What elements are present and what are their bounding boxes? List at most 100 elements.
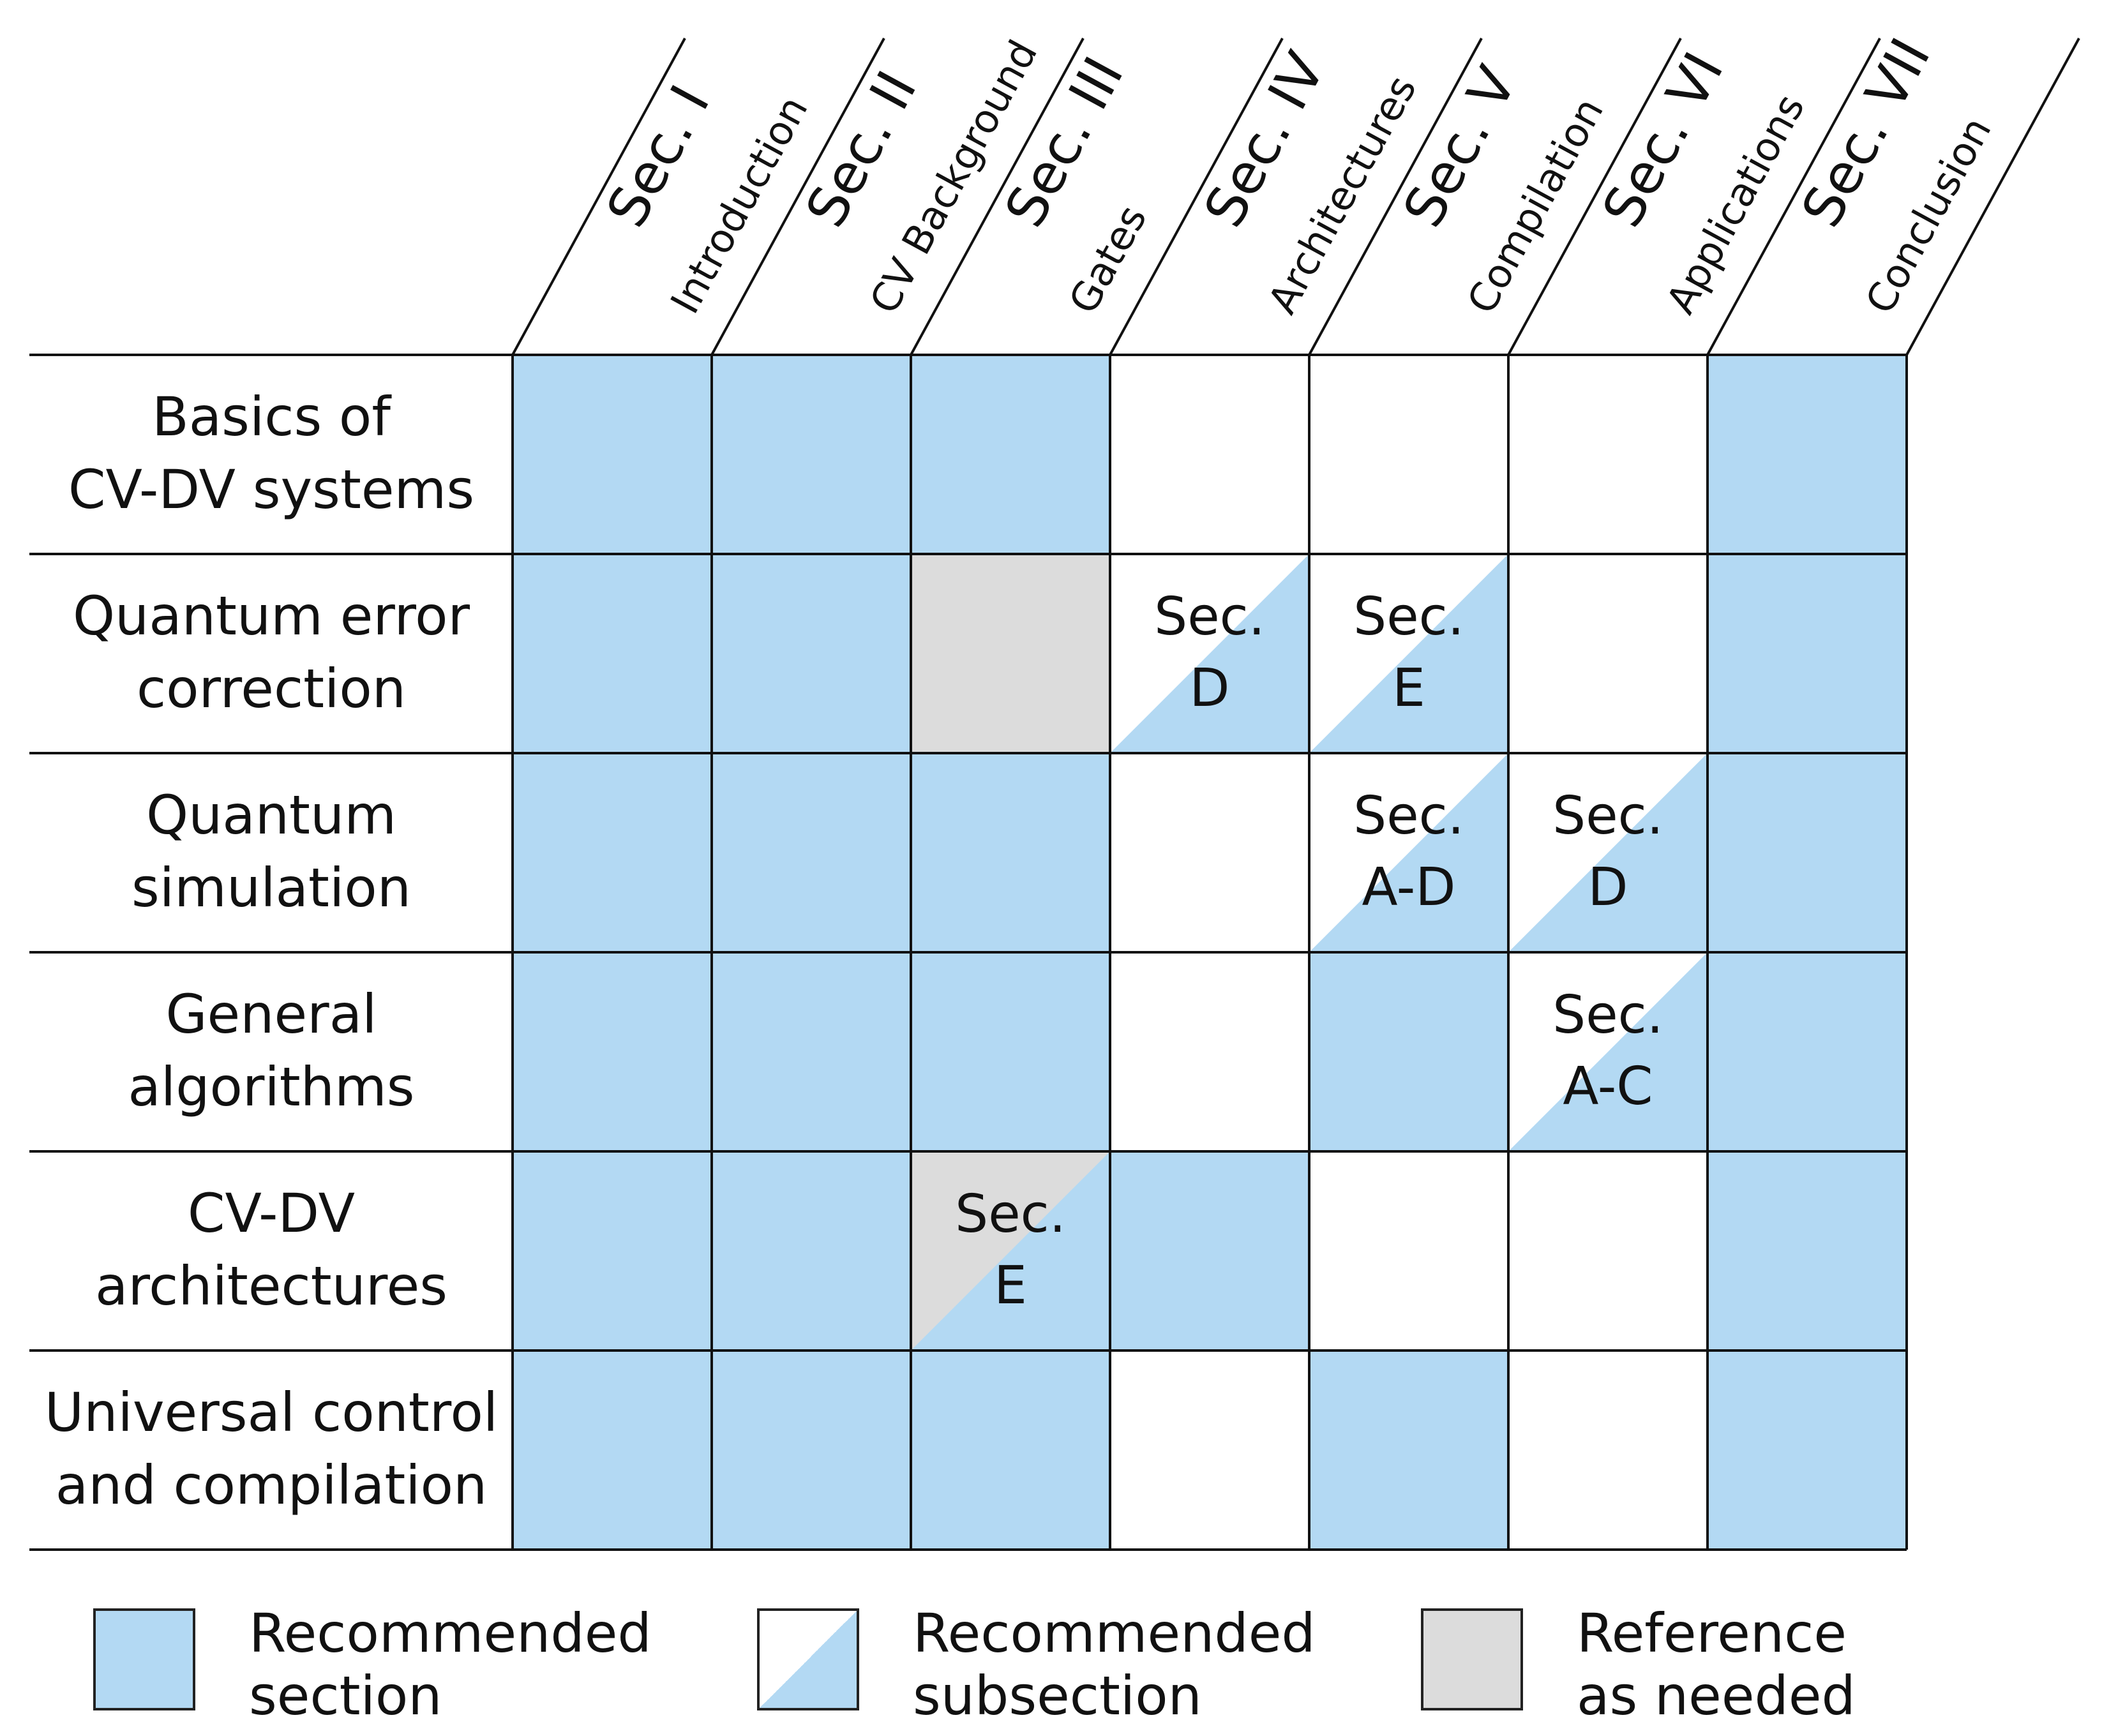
cell-none (1110, 753, 1309, 952)
cell-subsection-label: E (994, 1255, 1027, 1316)
cell-subsection-label: Sec. (1154, 587, 1265, 647)
cell-recommended (1708, 952, 1907, 1151)
legend-swatch-subsection (757, 1608, 859, 1710)
cell-subsection-label: D (1588, 857, 1628, 918)
cell-recommended (712, 355, 911, 554)
row-label-line: CV-DV (188, 1182, 355, 1245)
cell-recommended (712, 554, 911, 753)
cell-recommended (513, 1151, 712, 1351)
row-label-line: Quantum error (73, 585, 470, 647)
row-label: General algorithms (128, 983, 414, 1118)
cell-subsection-label: Sec. (1353, 786, 1464, 846)
legend-label-line: subsection (913, 1665, 1202, 1727)
legend-label-reference-as-needed: Reference as needed (1577, 1602, 2023, 1727)
row-labels: Basics of CV-DV systems Quantum error corre… (45, 385, 498, 1516)
cell-subsection-label: A-C (1563, 1056, 1653, 1117)
legend-label-line: as needed (1577, 1665, 1856, 1727)
cell-recommended (513, 753, 712, 952)
cell-recommended (513, 355, 712, 554)
legend-swatch-recommended (93, 1608, 195, 1710)
cell-subsection-label: Sec. (1552, 786, 1663, 846)
cell-recommended (513, 1351, 712, 1550)
cell-subsection-label: Sec. (1552, 985, 1663, 1045)
cell-recommended (712, 952, 911, 1151)
cell-reference (911, 554, 1110, 753)
row-label-line: Basics of (152, 385, 392, 448)
cell-subsection-label: Sec. (955, 1184, 1066, 1245)
legend-label-recommended-section: Recommended section (249, 1602, 696, 1727)
row-label-line: and compilation (56, 1454, 488, 1516)
cell-none (1508, 1151, 1708, 1351)
row-label-line: Quantum (146, 784, 396, 846)
cell-recommended (1708, 1151, 1907, 1351)
cell-subsection-label: Sec. (1353, 587, 1464, 647)
header-slant-line (1308, 38, 1483, 355)
row-label-line: correction (137, 657, 406, 720)
cell-recommended (712, 753, 911, 952)
cell-subsection-triangle (1508, 952, 1708, 1151)
cell-subsection-label: E (1392, 658, 1425, 719)
row-label: Quantum error correction (73, 585, 470, 720)
row-label-line: algorithms (128, 1056, 414, 1118)
legend-label-line: Recommended (913, 1602, 1316, 1665)
legend: Recommended section Recommended subsecti… (0, 1576, 2102, 1736)
header-slant-line (710, 38, 885, 355)
cell-recommended (911, 1351, 1110, 1550)
header-slant-line (1109, 38, 1284, 355)
cell-subsection-triangle (1508, 753, 1708, 952)
cell-recommended (712, 1351, 911, 1550)
cell-none (1508, 355, 1708, 554)
cell-none (1309, 355, 1508, 554)
cell-none (1110, 1351, 1309, 1550)
cell-subsection-triangle (911, 1151, 1110, 1351)
cell-none (1110, 355, 1309, 554)
header-slant-line (1706, 38, 1881, 355)
cell-subsection-triangle (1309, 554, 1508, 753)
legend-label-line: Recommended (249, 1602, 652, 1665)
cell-labels: Sec. D Sec. E Sec. A-D Sec. D Sec. A-C Sec. E (955, 587, 1663, 1316)
column-header-sec: Sec. I (595, 75, 723, 237)
legend-label-recommended-subsection: Recommended subsection (913, 1602, 1360, 1727)
cell-recommended (1309, 952, 1508, 1151)
row-label: CV-DV architectures (95, 1182, 447, 1317)
cell-none (1508, 1351, 1708, 1550)
header-slant-line (1507, 38, 1682, 355)
row-label-line: CV-DV systems (68, 458, 474, 521)
header-slant-line (910, 38, 1085, 355)
cell-recommended (1309, 1351, 1508, 1550)
header-slant-line (511, 38, 686, 355)
grid-lines (29, 38, 2080, 1551)
cell-recommended (712, 1151, 911, 1351)
cell-recommended (1708, 554, 1907, 753)
header-slant-line (1905, 38, 2080, 355)
cell-none (1110, 952, 1309, 1151)
cell-recommended (911, 753, 1110, 952)
legend-swatch-reference (1421, 1608, 1523, 1710)
row-label-line: simulation (131, 857, 411, 919)
grid-cells (513, 355, 1907, 1550)
cell-subsection-triangle (1110, 554, 1309, 753)
row-label-line: Universal control (45, 1381, 498, 1444)
cell-recommended (1708, 1351, 1907, 1550)
cell-recommended (1110, 1151, 1309, 1351)
cell-none (1508, 554, 1708, 753)
cell-recommended (1708, 355, 1907, 554)
cell-none (1309, 1151, 1508, 1351)
cell-recommended (1708, 753, 1907, 952)
cell-recommended (911, 355, 1110, 554)
legend-label-line: section (249, 1665, 442, 1727)
row-label: Universal control and compilation (45, 1381, 498, 1516)
row-label: Basics of CV-DV systems (68, 385, 474, 521)
cell-recommended (513, 554, 712, 753)
row-label-line: architectures (95, 1255, 447, 1317)
column-header-title: Gates (1060, 197, 1156, 321)
legend-label-line: Reference (1577, 1602, 1847, 1665)
cell-subsection-label: A-D (1362, 857, 1455, 918)
cell-recommended (911, 952, 1110, 1151)
